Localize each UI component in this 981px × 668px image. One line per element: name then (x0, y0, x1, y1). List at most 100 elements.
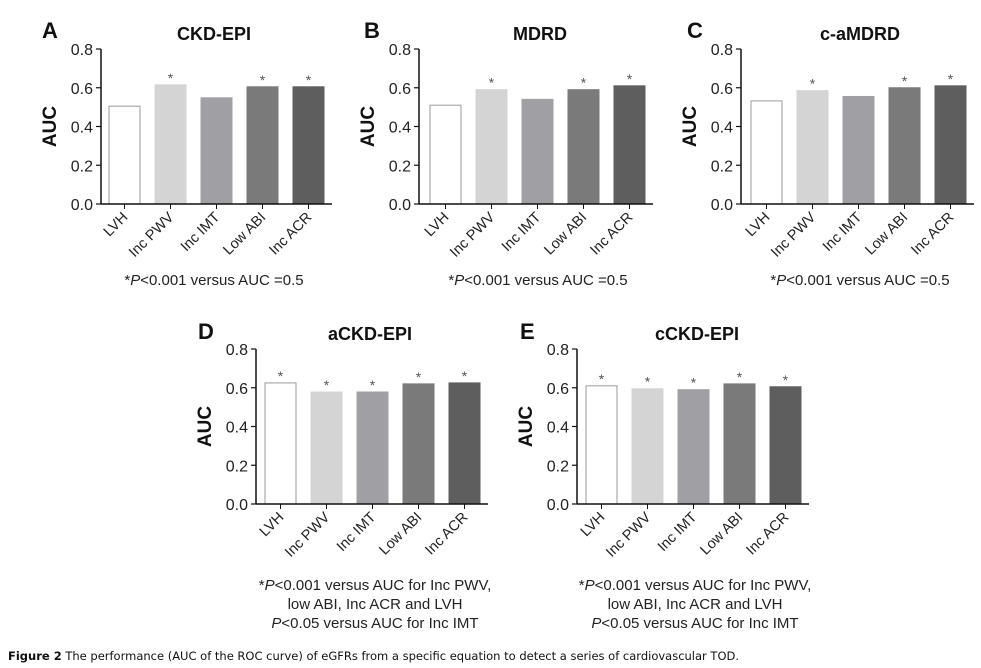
significance-marker: * (324, 377, 330, 393)
significance-marker: * (810, 76, 816, 92)
x-tick-label: Inc IMT (655, 509, 701, 555)
y-axis-label: AUC (40, 106, 61, 147)
x-tick-label: Inc PWV (126, 209, 177, 260)
bar-low-abi (246, 86, 279, 205)
significance-marker: * (948, 71, 954, 87)
bar-inc-acr (769, 386, 802, 505)
significance-note: P<0.05 versus AUC for Inc IMT (591, 615, 798, 632)
bar-low-abi (402, 383, 435, 505)
significance-marker: * (645, 374, 651, 390)
bar-inc-pwv (475, 89, 508, 205)
bar-inc-acr (292, 86, 325, 205)
note-star: * (579, 577, 585, 594)
significance-marker: * (783, 372, 789, 388)
y-tick-label: 0.8 (547, 342, 569, 359)
bar-low-abi (888, 87, 921, 205)
significance-marker: * (627, 71, 633, 87)
panel-letter: B (364, 18, 380, 43)
y-tick-label: 0.0 (226, 497, 248, 514)
note-text: <0.001 versus AUC for Inc PWV, (275, 577, 492, 594)
bar-lvh (429, 104, 462, 205)
y-tick-label: 0.6 (389, 81, 411, 98)
y-tick-label: 0.4 (226, 420, 248, 437)
y-tick-label: 0.6 (711, 81, 733, 98)
y-tick-label: 0.2 (711, 158, 733, 175)
note-p: P (776, 272, 786, 289)
y-tick-label: 0.8 (711, 42, 733, 59)
x-tick-label: Inc PWV (282, 509, 333, 560)
significance-note: P<0.05 versus AUC for Inc IMT (271, 615, 478, 632)
significance-marker: * (370, 377, 376, 393)
significance-marker: * (489, 75, 495, 91)
x-tick-label: LVH (578, 510, 609, 541)
y-axis-label: AUC (195, 406, 216, 447)
note-p: P (585, 577, 595, 594)
significance-marker: * (416, 369, 422, 385)
significance-note: *P<0.001 versus AUC =0.5 (770, 272, 949, 289)
significance-marker: * (902, 73, 908, 89)
caption-label: Figure 2 (8, 649, 62, 663)
x-tick-label: Inc ACR (743, 510, 792, 559)
note-text: <0.001 versus AUC =0.5 (140, 272, 303, 289)
x-tick-label: Inc ACR (587, 210, 636, 259)
significance-marker: * (306, 72, 312, 88)
significance-marker: * (260, 72, 266, 88)
panel-letter: E (520, 319, 535, 344)
x-tick-label: Inc IMT (820, 209, 866, 255)
x-tick-label: Low ABI (862, 210, 911, 259)
y-axis-label: AUC (516, 406, 537, 447)
note-text: low ABI, Inc ACR and LVH (288, 596, 463, 613)
bar-lvh (108, 105, 141, 205)
y-tick-label: 0.2 (389, 158, 411, 175)
chart-panel-b: B MDRD AUC LVH * Inc PWV Inc IMT * Low ABI * Inc A… (358, 18, 653, 289)
y-tick-label: 0.0 (711, 197, 733, 214)
chart-title: c-aMDRD (820, 24, 900, 44)
figure-caption: Figure 2 The performance (AUC of the ROC… (8, 649, 739, 663)
y-tick-label: 0.4 (71, 120, 93, 137)
significance-note: *P<0.001 versus AUC for Inc PWV, (579, 577, 812, 594)
bar-inc-acr (448, 382, 481, 505)
note-p: P (454, 272, 464, 289)
significance-marker: * (737, 369, 743, 385)
bar-inc-acr (613, 85, 646, 205)
bar-inc-imt (842, 95, 875, 205)
x-tick-label: Low ABI (697, 510, 746, 559)
significance-marker: * (599, 371, 605, 387)
panel-letter: A (42, 18, 58, 43)
panel-letter: D (198, 319, 214, 344)
y-axis-label: AUC (358, 106, 379, 147)
significance-note: *P<0.001 versus AUC =0.5 (124, 272, 303, 289)
x-tick-label: Inc ACR (266, 210, 315, 259)
note-p: P (265, 577, 275, 594)
note-star: * (770, 272, 776, 289)
x-tick-label: Inc PWV (447, 209, 498, 260)
y-tick-label: 0.2 (71, 158, 93, 175)
note-text: low ABI, Inc ACR and LVH (608, 596, 783, 613)
x-tick-label: LVH (257, 510, 288, 541)
note-text: <0.05 versus AUC for Inc IMT (281, 615, 478, 632)
panel-letter: C (687, 18, 703, 43)
bar-lvh (585, 385, 618, 505)
x-tick-label: Low ABI (376, 510, 425, 559)
note-text: <0.001 versus AUC =0.5 (786, 272, 949, 289)
x-tick-label: Inc IMT (334, 509, 380, 555)
bar-lvh (264, 382, 297, 505)
x-tick-label: Inc PWV (768, 209, 819, 260)
y-tick-label: 0.4 (547, 420, 569, 437)
y-tick-label: 0.0 (389, 197, 411, 214)
y-tick-label: 0.0 (547, 497, 569, 514)
x-tick-label: LVH (101, 210, 132, 241)
x-tick-label: Inc ACR (908, 210, 957, 259)
significance-note: *P<0.001 versus AUC for Inc PWV, (259, 577, 492, 594)
x-tick-label: Low ABI (220, 210, 269, 259)
y-tick-label: 0.6 (547, 381, 569, 398)
y-tick-label: 0.4 (389, 120, 411, 137)
y-tick-label: 0.8 (71, 42, 93, 59)
x-tick-label: Inc PWV (603, 509, 654, 560)
bar-inc-imt (677, 389, 710, 505)
significance-marker: * (278, 368, 284, 384)
